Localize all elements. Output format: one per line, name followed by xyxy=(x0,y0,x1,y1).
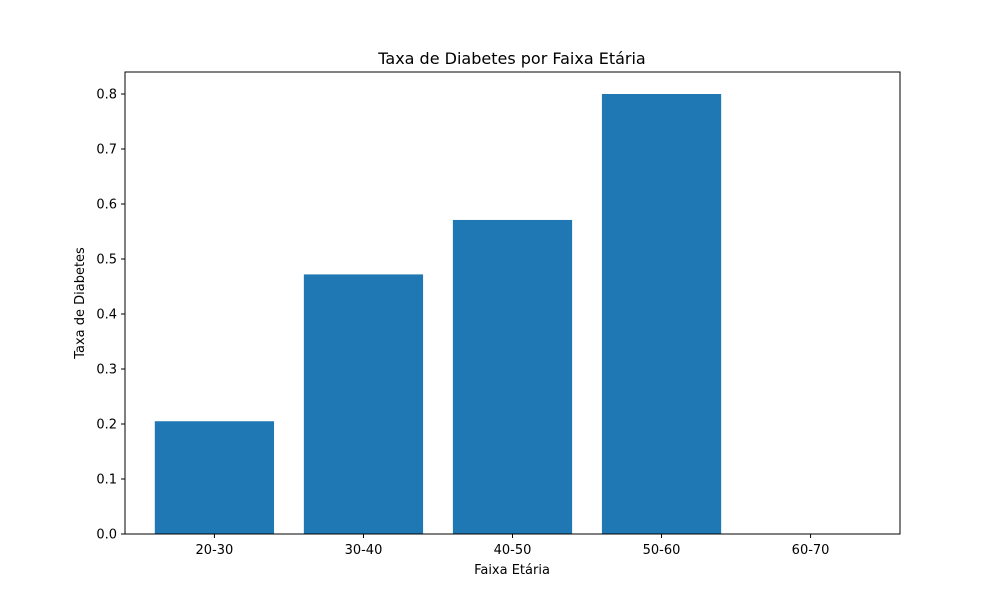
x-tick-label: 20-30 xyxy=(196,543,234,558)
x-axis-label: Faixa Etária xyxy=(474,563,550,578)
y-tick-label: 0.6 xyxy=(96,198,117,213)
bar-20-30 xyxy=(154,421,275,534)
y-tick-label: 0.7 xyxy=(96,143,117,158)
y-tick-label: 0.2 xyxy=(96,418,117,433)
y-tick-label: 0.3 xyxy=(96,363,117,378)
y-tick-label: 0.0 xyxy=(96,528,117,543)
y-tick-label: 0.4 xyxy=(96,308,117,323)
y-tick-label: 0.5 xyxy=(96,253,117,268)
x-tick-label: 30-40 xyxy=(345,543,383,558)
bar-30-40 xyxy=(303,274,424,534)
y-axis: 0.0 0.1 0.2 0.3 0.4 0.5 0.6 0.7 0.8 xyxy=(96,88,125,543)
x-tick-label: 60-70 xyxy=(792,543,830,558)
x-tick-label: 50-60 xyxy=(643,543,681,558)
x-tick-label: 40-50 xyxy=(494,543,532,558)
y-tick-label: 0.8 xyxy=(96,88,117,103)
y-axis-label: Taxa de Diabetes xyxy=(73,247,88,360)
bars-group xyxy=(154,94,722,534)
chart-title: Taxa de Diabetes por Faixa Etária xyxy=(377,49,645,68)
y-tick-label: 0.1 xyxy=(96,473,117,488)
bar-40-50 xyxy=(452,219,573,534)
bar-50-60 xyxy=(601,94,722,534)
x-axis: 20-30 30-40 40-50 50-60 60-70 xyxy=(196,534,830,558)
